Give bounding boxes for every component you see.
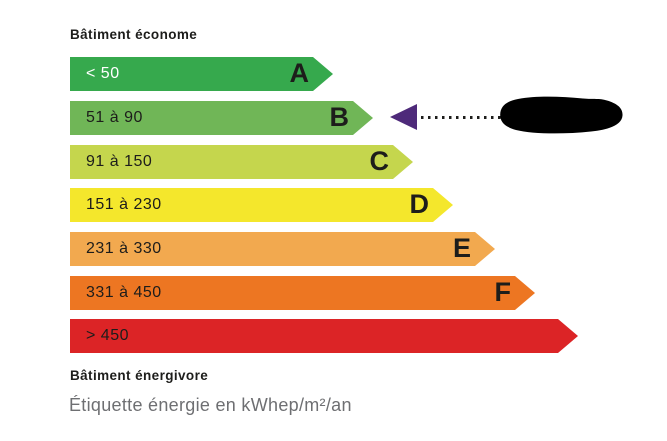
caption-energy-unit: Étiquette énergie en kWhep/m²/an (69, 395, 352, 415)
current-class-arrow-icon (390, 104, 417, 130)
energy-band-f: 331 à 450 F (70, 276, 535, 310)
redacted-value-blob (500, 96, 623, 134)
band-f-range-label: 331 à 450 (86, 284, 162, 301)
energy-band-a: < 50 A (70, 57, 333, 91)
redaction-shape (500, 96, 623, 134)
band-g-range-label: > 450 (86, 327, 129, 344)
band-a-letter: A (289, 57, 309, 88)
band-f-letter: F (494, 276, 511, 307)
band-c-letter: C (369, 145, 389, 176)
energy-band-g: > 450 (70, 319, 578, 353)
bottom-label-energy-hungry: Bâtiment énergivore (70, 368, 209, 383)
band-a-range-label: < 50 (86, 65, 120, 82)
band-d-letter: D (409, 188, 429, 219)
top-label-economical: Bâtiment économe (70, 27, 198, 42)
dotted-connector-line (421, 116, 501, 119)
energy-band-b: 51 à 90 B (70, 101, 373, 135)
energy-band-d: 151 à 230 D (70, 188, 453, 222)
band-c-range-label: 91 à 150 (86, 153, 153, 170)
band-b-range-label: 51 à 90 (86, 109, 143, 126)
band-d-range-label: 151 à 230 (86, 196, 162, 213)
band-e-letter: E (452, 232, 471, 263)
band-e-range-label: 231 à 330 (86, 240, 162, 257)
energy-band-e: 231 à 330 E (70, 232, 495, 266)
band-b-letter: B (329, 101, 349, 132)
energy-band-c: 91 à 150 C (70, 145, 413, 179)
